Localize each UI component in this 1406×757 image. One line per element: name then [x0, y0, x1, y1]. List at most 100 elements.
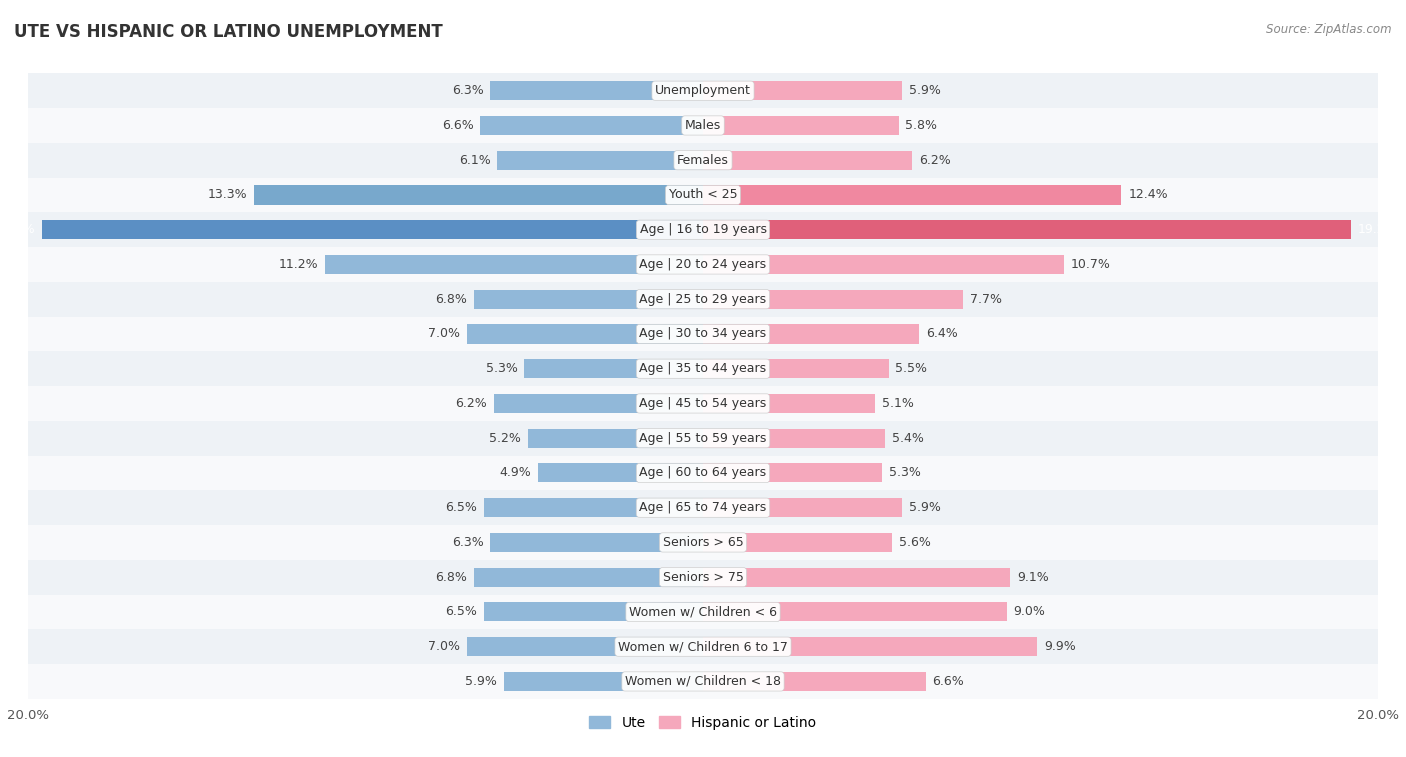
Text: Age | 16 to 19 years: Age | 16 to 19 years [640, 223, 766, 236]
Text: 6.3%: 6.3% [451, 84, 484, 97]
Text: 6.5%: 6.5% [446, 606, 477, 618]
Text: 6.6%: 6.6% [932, 675, 965, 688]
Bar [491, 81, 703, 100]
Bar [484, 603, 703, 621]
Bar [524, 359, 703, 378]
Bar [703, 185, 1122, 204]
Text: 6.5%: 6.5% [446, 501, 477, 514]
Bar [703, 220, 1351, 239]
Text: 9.9%: 9.9% [1043, 640, 1076, 653]
Bar [467, 637, 703, 656]
Bar [467, 325, 703, 344]
Bar [491, 533, 703, 552]
Bar [28, 629, 1378, 664]
Bar [28, 351, 1378, 386]
Text: 12.4%: 12.4% [1128, 188, 1168, 201]
Text: 5.5%: 5.5% [896, 362, 928, 375]
Text: 19.2%: 19.2% [1358, 223, 1398, 236]
Bar [28, 282, 1378, 316]
Bar [28, 108, 1378, 143]
Text: 5.3%: 5.3% [889, 466, 921, 479]
Bar [494, 394, 703, 413]
Text: 5.8%: 5.8% [905, 119, 938, 132]
Legend: Ute, Hispanic or Latino: Ute, Hispanic or Latino [583, 710, 823, 735]
Text: 9.1%: 9.1% [1017, 571, 1049, 584]
Text: Seniors > 65: Seniors > 65 [662, 536, 744, 549]
Text: Age | 45 to 54 years: Age | 45 to 54 years [640, 397, 766, 410]
Text: 6.2%: 6.2% [456, 397, 486, 410]
Bar [28, 143, 1378, 178]
Text: Age | 25 to 29 years: Age | 25 to 29 years [640, 293, 766, 306]
Bar [28, 560, 1378, 594]
Bar [703, 359, 889, 378]
Bar [703, 290, 963, 309]
Bar [28, 525, 1378, 560]
Bar [325, 255, 703, 274]
Bar [28, 73, 1378, 108]
Bar [703, 81, 903, 100]
Bar [703, 394, 875, 413]
Bar [254, 185, 703, 204]
Bar [503, 672, 703, 691]
Text: 9.0%: 9.0% [1014, 606, 1045, 618]
Bar [703, 325, 920, 344]
Text: 7.0%: 7.0% [427, 328, 460, 341]
Text: Age | 65 to 74 years: Age | 65 to 74 years [640, 501, 766, 514]
Bar [474, 568, 703, 587]
Bar [28, 178, 1378, 212]
Bar [703, 533, 891, 552]
Text: Women w/ Children 6 to 17: Women w/ Children 6 to 17 [619, 640, 787, 653]
Bar [703, 672, 925, 691]
Text: Age | 60 to 64 years: Age | 60 to 64 years [640, 466, 766, 479]
Text: Females: Females [678, 154, 728, 167]
Bar [703, 428, 886, 447]
Bar [703, 498, 903, 517]
Bar [42, 220, 703, 239]
Text: Source: ZipAtlas.com: Source: ZipAtlas.com [1267, 23, 1392, 36]
Text: 7.7%: 7.7% [970, 293, 1001, 306]
Bar [28, 421, 1378, 456]
Bar [28, 491, 1378, 525]
Text: 5.9%: 5.9% [465, 675, 498, 688]
Text: 5.1%: 5.1% [882, 397, 914, 410]
Text: UTE VS HISPANIC OR LATINO UNEMPLOYMENT: UTE VS HISPANIC OR LATINO UNEMPLOYMENT [14, 23, 443, 41]
Text: 13.3%: 13.3% [208, 188, 247, 201]
Text: 4.9%: 4.9% [499, 466, 531, 479]
Bar [28, 386, 1378, 421]
Text: Age | 20 to 24 years: Age | 20 to 24 years [640, 258, 766, 271]
Text: 19.6%: 19.6% [0, 223, 35, 236]
Text: Youth < 25: Youth < 25 [669, 188, 737, 201]
Text: 5.3%: 5.3% [485, 362, 517, 375]
Text: Women w/ Children < 6: Women w/ Children < 6 [628, 606, 778, 618]
Text: 10.7%: 10.7% [1071, 258, 1111, 271]
Text: 5.4%: 5.4% [891, 431, 924, 444]
Text: 6.4%: 6.4% [925, 328, 957, 341]
Bar [28, 247, 1378, 282]
Text: 11.2%: 11.2% [278, 258, 318, 271]
Text: 5.9%: 5.9% [908, 501, 941, 514]
Text: Unemployment: Unemployment [655, 84, 751, 97]
Text: Age | 55 to 59 years: Age | 55 to 59 years [640, 431, 766, 444]
Text: Women w/ Children < 18: Women w/ Children < 18 [626, 675, 780, 688]
Bar [703, 637, 1038, 656]
Bar [703, 603, 1007, 621]
Bar [527, 428, 703, 447]
Text: 5.2%: 5.2% [489, 431, 520, 444]
Text: 6.1%: 6.1% [458, 154, 491, 167]
Text: Age | 35 to 44 years: Age | 35 to 44 years [640, 362, 766, 375]
Text: 5.6%: 5.6% [898, 536, 931, 549]
Bar [28, 212, 1378, 247]
Bar [537, 463, 703, 482]
Text: 7.0%: 7.0% [427, 640, 460, 653]
Text: 6.3%: 6.3% [451, 536, 484, 549]
Bar [484, 498, 703, 517]
Text: 6.8%: 6.8% [434, 293, 467, 306]
Text: Age | 30 to 34 years: Age | 30 to 34 years [640, 328, 766, 341]
Text: 5.9%: 5.9% [908, 84, 941, 97]
Bar [28, 594, 1378, 629]
Bar [703, 463, 882, 482]
Bar [28, 456, 1378, 491]
Bar [703, 255, 1064, 274]
Text: 6.2%: 6.2% [920, 154, 950, 167]
Bar [474, 290, 703, 309]
